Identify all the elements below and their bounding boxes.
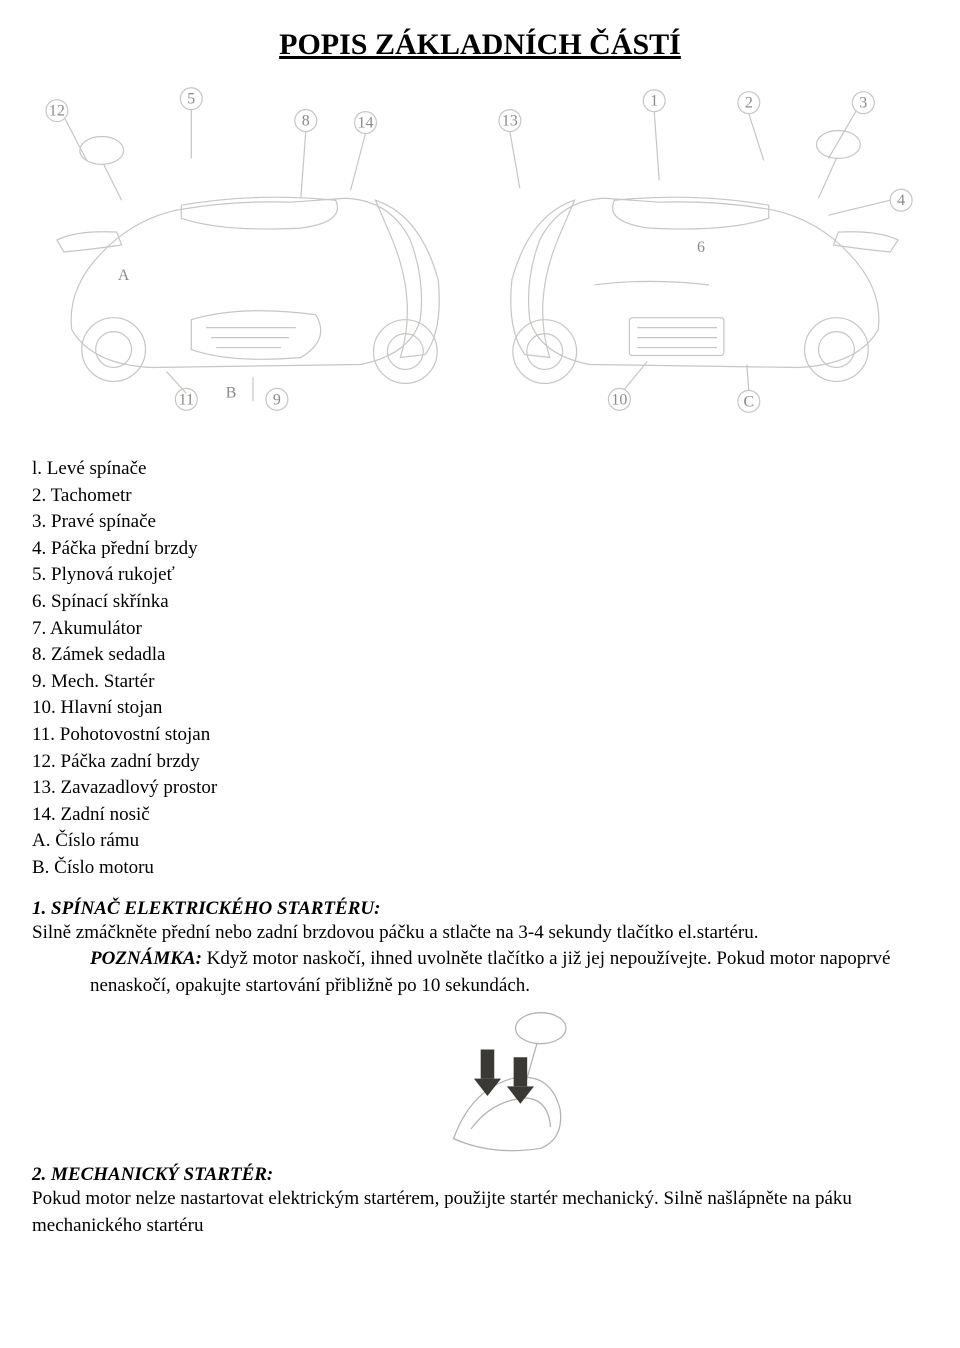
list-item: 4. Páčka přední brzdy <box>32 536 928 563</box>
scooter-svg: 12 5 8 14 13 1 2 3 4 A B 11 9 6 10 C <box>32 80 928 420</box>
list-item: B. Číslo motoru <box>32 855 928 882</box>
list-item: 8. Zámek sedadla <box>32 642 928 669</box>
callout-12: 12 <box>49 103 65 120</box>
starter-diagram <box>422 1003 582 1158</box>
note-label: POZNÁMKA: <box>90 948 202 969</box>
page-title: POPIS ZÁKLADNÍCH ČÁSTÍ <box>32 28 928 62</box>
section1-line1: Silně zmáčkněte přední nebo zadní brzdov… <box>32 920 928 947</box>
label-A: A <box>118 267 130 284</box>
list-item: 10. Hlavní stojan <box>32 695 928 722</box>
list-item: 11. Pohotovostní stojan <box>32 722 928 749</box>
list-item: 2. Tachometr <box>32 483 928 510</box>
note-rest: Když motor naskočí, ihned uvolněte tlačí… <box>90 948 890 996</box>
callout-9: 9 <box>273 391 281 408</box>
list-item: A. Číslo rámu <box>32 828 928 855</box>
callout-11: 11 <box>179 391 194 408</box>
callout-14: 14 <box>358 115 374 132</box>
callout-5: 5 <box>187 91 195 108</box>
label-B: B <box>226 384 237 401</box>
callout-2: 2 <box>745 95 753 112</box>
callout-6: 6 <box>697 239 705 256</box>
parts-list: l. Levé spínače 2. Tachometr 3. Pravé sp… <box>32 456 928 882</box>
callout-13: 13 <box>502 113 518 130</box>
list-item: 12. Páčka zadní brzdy <box>32 749 928 776</box>
list-item: 6. Spínací skřínka <box>32 589 928 616</box>
list-item: 3. Pravé spínače <box>32 509 928 536</box>
section2-line1: Pokud motor nelze nastartovat elektrický… <box>32 1186 928 1239</box>
label-C: C <box>743 393 754 410</box>
list-item: 14. Zadní nosič <box>32 802 928 829</box>
scooter-diagram: 12 5 8 14 13 1 2 3 4 A B 11 9 6 10 C <box>32 80 928 420</box>
callout-1: 1 <box>650 93 658 110</box>
list-item: 7. Akumulátor <box>32 616 928 643</box>
list-item: 5. Plynová rukojeť <box>32 562 928 589</box>
section2-heading: 2. MECHANICKÝ STARTÉR: <box>32 1164 928 1186</box>
callout-10: 10 <box>611 391 627 408</box>
callout-3: 3 <box>859 95 867 112</box>
list-item: 9. Mech. Startér <box>32 669 928 696</box>
section1-note: POZNÁMKA: Když motor naskočí, ihned uvol… <box>90 946 928 999</box>
callout-8: 8 <box>302 113 310 130</box>
list-item: l. Levé spínače <box>32 456 928 483</box>
callout-4: 4 <box>897 192 905 209</box>
section1-heading: 1. SPÍNAČ ELEKTRICKÉHO STARTÉRU: <box>32 898 928 920</box>
list-item: 13. Zavazadlový prostor <box>32 775 928 802</box>
